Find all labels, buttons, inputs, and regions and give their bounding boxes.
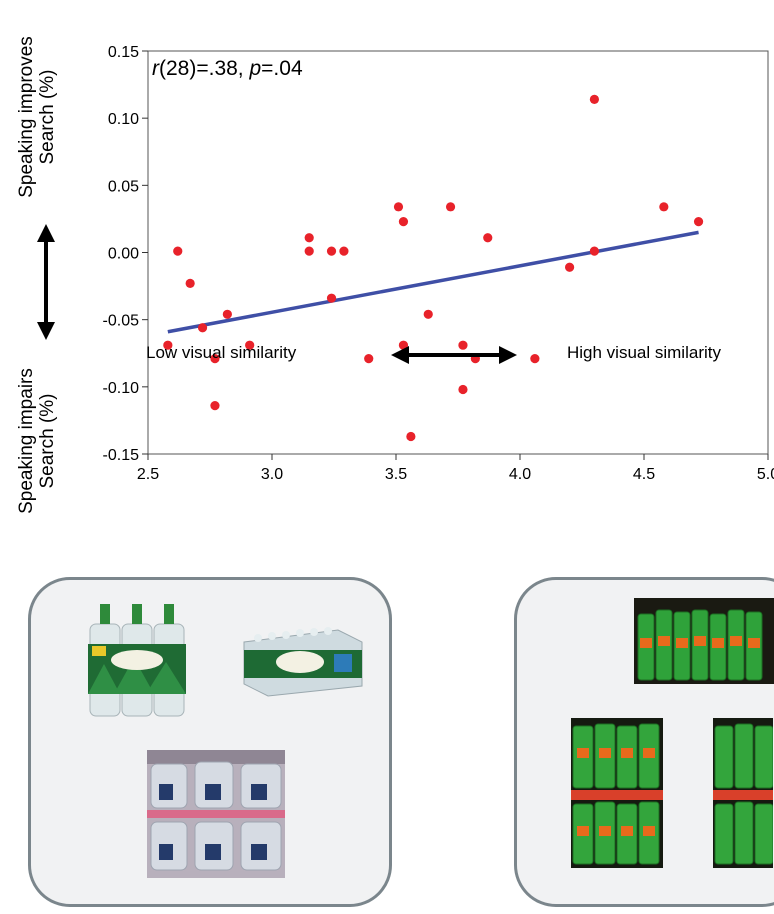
y-tick-label: -0.05	[103, 313, 140, 330]
x-tick-label: 5.0	[757, 466, 774, 483]
data-point	[245, 340, 255, 350]
data-point	[210, 401, 220, 411]
x-tick-label: 2.5	[137, 466, 159, 483]
data-point	[304, 246, 314, 256]
data-point	[398, 217, 409, 227]
y-tick-label: -0.15	[103, 447, 140, 464]
data-point	[185, 278, 195, 288]
plot-frame	[147, 50, 769, 455]
data-point	[483, 233, 493, 243]
data-point	[364, 354, 374, 364]
data-point	[589, 94, 600, 104]
y-label-impairs: Speaking impairs Search (%)	[16, 368, 58, 514]
data-point	[197, 323, 208, 333]
data-point	[210, 354, 220, 364]
y-tick-label: 0.00	[108, 246, 139, 263]
shampoo-shelf-image-left	[571, 718, 663, 868]
y-tick-label: 0.15	[108, 44, 139, 61]
data-point	[339, 246, 349, 256]
x-label-high: High visual similarity	[567, 343, 721, 362]
data-point	[163, 340, 173, 350]
data-point	[173, 246, 183, 256]
data-point	[222, 309, 232, 319]
shampoo-shelf-image-top	[634, 598, 774, 684]
data-point	[304, 233, 314, 243]
y-tick-label: -0.10	[103, 380, 140, 397]
data-point	[659, 202, 669, 212]
high-similarity-example-panel	[514, 577, 774, 907]
data-point	[693, 217, 704, 227]
data-point	[458, 340, 468, 350]
data-point	[458, 384, 468, 395]
horizontal-double-arrow	[391, 346, 517, 364]
x-tick-label: 4.5	[633, 466, 655, 483]
x-tick-label: 3.5	[385, 466, 407, 483]
data-point	[565, 262, 575, 272]
data-point	[406, 431, 416, 442]
regression-line	[167, 230, 699, 334]
data-point	[326, 246, 337, 256]
x-label-low: Low visual similarity	[146, 343, 297, 362]
y-tick-label: 0.10	[108, 111, 139, 128]
data-point	[398, 340, 409, 350]
y-tick-label: 0.05	[108, 178, 139, 195]
low-similarity-example-panel	[28, 577, 392, 907]
correlation-annotation: r(28)=.38, p=.04	[152, 57, 303, 80]
data-point	[326, 293, 337, 303]
water-bottle-case-image	[238, 620, 366, 698]
data-point	[445, 202, 456, 212]
y-label-improves: Speaking improves Search (%)	[16, 36, 58, 198]
data-point	[589, 246, 600, 256]
data-point	[393, 202, 404, 212]
vertical-double-arrow	[37, 224, 55, 340]
shampoo-shelf-image-right	[713, 718, 773, 868]
x-tick-label: 4.0	[509, 466, 531, 483]
data-point	[423, 309, 433, 319]
x-tick-label: 3.0	[261, 466, 283, 483]
water-gallon-shelf-image	[147, 750, 285, 878]
water-bottles-sixpack-image	[84, 600, 190, 720]
data-point	[530, 354, 540, 364]
